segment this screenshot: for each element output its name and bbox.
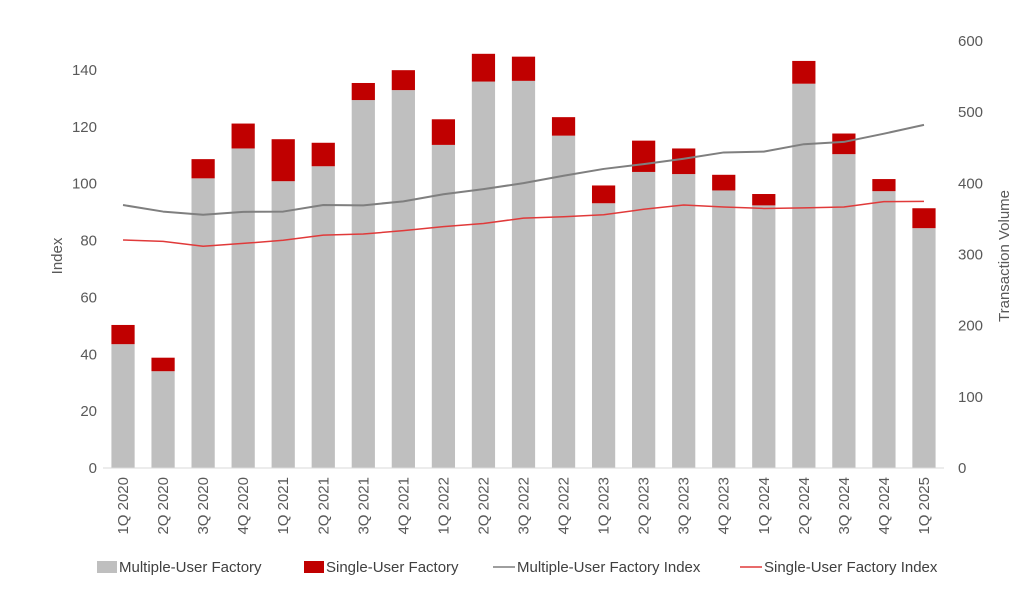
single-user-bar	[591, 185, 616, 204]
right-axis-title: Transaction Volume	[996, 190, 1013, 322]
multiple-user-bar	[591, 203, 616, 468]
left-axis: 0 20 40 60 80 100 120 140	[72, 62, 97, 477]
left-tick-label: 120	[72, 119, 97, 136]
multiple-user-bar	[271, 181, 295, 468]
single-user-bar	[431, 119, 456, 145]
multiple-user-bar	[752, 205, 776, 468]
legend-swatch	[97, 561, 117, 573]
left-tick-label: 40	[80, 346, 97, 363]
x-tick-label: 4Q 2023	[716, 477, 733, 535]
multiple-user-bar	[391, 90, 415, 468]
single-user-bar	[792, 60, 816, 84]
x-tick-label: 3Q 2021	[355, 477, 372, 535]
legend: Multiple-User Factory Single-User Factory…	[97, 559, 938, 576]
legend-label: Multiple-User Factory	[119, 559, 262, 576]
legend-label: Multiple-User Factory Index	[517, 559, 701, 576]
x-tick-label: 3Q 2023	[676, 477, 693, 535]
multiple-user-bar	[672, 174, 696, 468]
legend-multiple-user-index: Multiple-User Factory Index	[493, 559, 701, 576]
single-user-bar	[191, 159, 215, 179]
single-user-bar	[271, 139, 295, 182]
x-tick-label: 4Q 2022	[556, 477, 573, 535]
multiple-user-bar	[191, 178, 215, 468]
x-tick-label: 1Q 2025	[916, 477, 933, 535]
lines-layer	[122, 123, 925, 248]
right-tick-label: 100	[958, 389, 983, 406]
single-user-bar	[872, 179, 896, 192]
x-tick-label: 2Q 2024	[796, 477, 813, 535]
single-user-bar	[391, 70, 415, 91]
bars-layer	[111, 53, 936, 469]
multiple-user-bar	[712, 190, 736, 468]
single-user-bar	[752, 194, 776, 206]
right-tick-label: 300	[958, 247, 983, 264]
legend-label: Single-User Factory	[326, 559, 459, 576]
multiple-user-bar	[111, 344, 135, 468]
left-axis-title: Index	[49, 237, 66, 274]
left-tick-label: 80	[80, 233, 97, 250]
x-tick-label: 3Q 2020	[195, 477, 212, 535]
multiple-user-bar	[471, 81, 496, 468]
multiple-user-bar	[912, 228, 936, 468]
left-tick-label: 60	[80, 289, 97, 306]
x-axis: 1Q 2020 2Q 2020 3Q 2020 4Q 2020 1Q 2021 2Q 20…	[115, 477, 933, 535]
left-tick-label: 140	[72, 62, 97, 79]
x-tick-label: 3Q 2024	[836, 477, 853, 535]
legend-single-user-factory: Single-User Factory	[304, 559, 459, 576]
multiple-user-bar	[511, 80, 536, 468]
single-user-bar	[351, 82, 375, 101]
multiple-user-bar	[351, 100, 375, 469]
left-tick-label: 20	[80, 403, 97, 420]
left-tick-label: 0	[89, 460, 97, 477]
single-user-bar	[511, 56, 536, 81]
right-tick-label: 400	[958, 175, 983, 192]
x-tick-label: 1Q 2023	[596, 477, 613, 535]
legend-swatch	[304, 561, 324, 573]
single-user-bar	[231, 123, 255, 149]
single-user-bar	[632, 140, 656, 172]
multiple-user-bar	[311, 166, 335, 468]
single-user-bar	[111, 324, 135, 345]
single-user-bar	[311, 142, 335, 167]
x-tick-label: 1Q 2020	[115, 477, 132, 535]
x-tick-label: 1Q 2021	[275, 477, 292, 535]
multiple-user-bar	[632, 171, 656, 469]
multiple-user-bar	[872, 191, 896, 468]
multiple-user-bar	[551, 135, 576, 468]
multiple-user-bar	[151, 371, 175, 468]
multiple-user-bar	[231, 148, 255, 468]
x-tick-label: 2Q 2023	[636, 477, 653, 535]
x-tick-label: 4Q 2020	[235, 477, 252, 535]
right-axis: 0 100 200 300 400 500 600	[958, 33, 983, 477]
single-user-bar	[712, 174, 736, 191]
x-tick-label: 2Q 2021	[315, 477, 332, 535]
single-user-index-line	[122, 200, 924, 248]
right-tick-label: 0	[958, 460, 966, 477]
legend-multiple-user-factory: Multiple-User Factory	[97, 559, 262, 576]
x-tick-label: 3Q 2022	[516, 477, 533, 535]
single-user-bar	[672, 148, 696, 175]
multiple-user-bar	[792, 83, 816, 468]
multiple-user-index-line	[122, 123, 925, 216]
right-tick-label: 600	[958, 33, 983, 50]
single-user-bar	[471, 53, 496, 82]
left-tick-label: 100	[72, 176, 97, 193]
x-tick-label: 4Q 2021	[395, 477, 412, 535]
multiple-user-bar	[832, 154, 856, 468]
x-tick-label: 2Q 2020	[155, 477, 172, 535]
x-tick-label: 4Q 2024	[876, 477, 893, 535]
x-tick-label: 2Q 2022	[475, 477, 492, 535]
legend-single-user-index: Single-User Factory Index	[740, 559, 938, 576]
legend-label: Single-User Factory Index	[764, 559, 938, 576]
single-user-bar	[912, 208, 936, 229]
x-tick-label: 1Q 2022	[435, 477, 452, 535]
single-user-bar	[832, 133, 856, 155]
x-tick-label: 1Q 2024	[756, 477, 773, 535]
single-user-bar	[551, 117, 576, 136]
single-user-bar	[151, 357, 175, 372]
right-tick-label: 500	[958, 104, 983, 121]
right-tick-label: 200	[958, 318, 983, 335]
